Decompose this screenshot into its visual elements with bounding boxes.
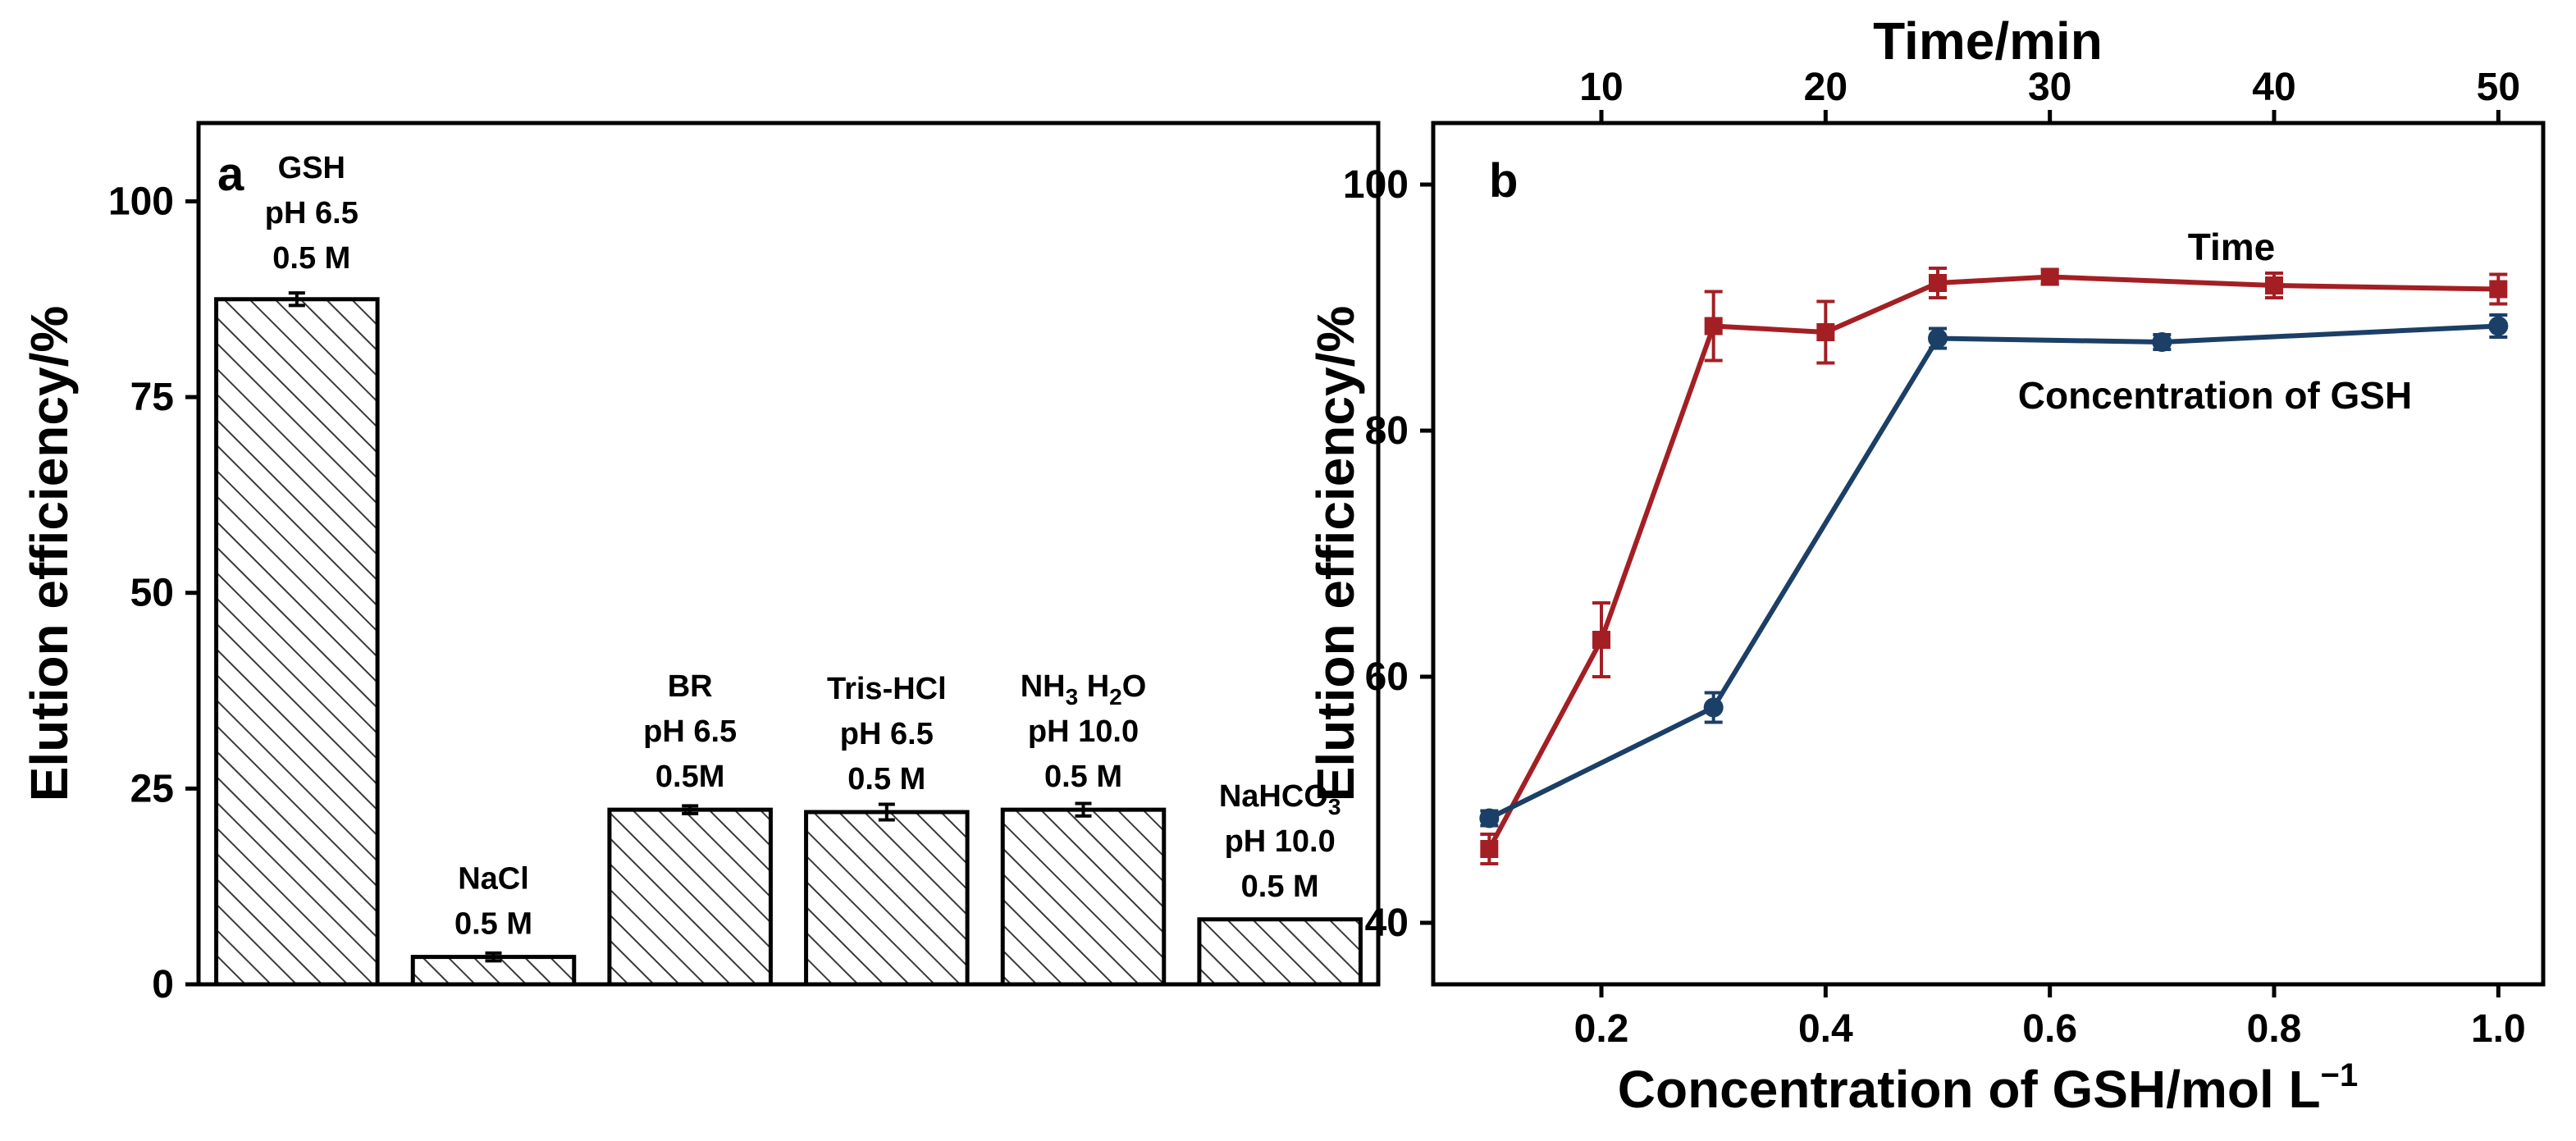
- bar-label: NaHCO3: [1219, 779, 1341, 819]
- plot-frame-a: [196, 121, 1381, 987]
- bar-label: Tris-HCl: [827, 672, 947, 706]
- bar-label: 0.5 M: [847, 762, 925, 796]
- data-point: [2488, 316, 2509, 336]
- top-tick-label: 40: [2252, 66, 2295, 109]
- y-axis-title-a: Elution efficiency/%: [20, 306, 79, 802]
- bar: [607, 807, 773, 987]
- data-point: [1592, 631, 1610, 649]
- bar: [214, 297, 380, 987]
- bar: [804, 810, 970, 987]
- x-tick-label-b: 0.6: [2022, 1007, 2077, 1051]
- axis-ticks-b: 40 60 80 100 0.2 0.4 0.6 0.8 1.0 10 20 30 40 50: [1343, 66, 2526, 1051]
- y-tick-label-a: 100: [108, 180, 174, 223]
- bar-label: pH 6.5: [643, 714, 737, 749]
- data-point: [2152, 332, 2172, 352]
- y-tick-label-a: 0: [152, 963, 174, 1006]
- top-tick-label: 50: [2477, 66, 2520, 109]
- data-point: [1480, 840, 1499, 858]
- chart-panel-b: b Elution efficiency/% Time/min Concentr…: [1306, 11, 2546, 1119]
- data-point: [2040, 267, 2059, 286]
- top-tick-label: 30: [2028, 66, 2071, 109]
- series-label-concentration: Concentration of GSH: [2018, 374, 2412, 417]
- bar-label: 0.5 M: [454, 907, 532, 942]
- bar-label: pH 6.5: [265, 196, 359, 230]
- y-tick-label-a: 75: [130, 376, 174, 419]
- plot-frame-b: [1431, 121, 2546, 987]
- y-tick-label-b: 80: [1365, 409, 1409, 453]
- bars: GSH pH 6.5 0.5 M NaCl 0.5 M BR pH 6.5 0.5M Tris-…: [214, 151, 1363, 987]
- x-axis-title-b: Concentration of GSH/mol L−1: [1618, 1057, 2358, 1119]
- data-point: [1704, 317, 1723, 335]
- series-label-time: Time: [2188, 226, 2276, 268]
- data-point: [2265, 276, 2283, 294]
- top-tick-label: 20: [1804, 66, 1848, 109]
- bar-label: NH3 H2O: [1021, 669, 1147, 710]
- y-tick-label-a: 25: [130, 767, 174, 810]
- panel-label-a: a: [217, 148, 244, 201]
- y-tick-label-b: 100: [1343, 163, 1409, 207]
- bar-label: 0.5 M: [1044, 760, 1122, 794]
- y-tick-label-b: 40: [1365, 901, 1409, 945]
- bar-label: GSH: [278, 151, 345, 185]
- data-point: [2489, 280, 2508, 299]
- bar-label: 0.5M: [655, 760, 724, 794]
- chart-panel-a: a Elution efficiency/% 0 25 50 75 100 GSH pH …: [20, 121, 1381, 1006]
- panel-label-b: b: [1489, 154, 1518, 208]
- data-point: [1816, 323, 1835, 341]
- x-tick-label-b: 0.8: [2247, 1007, 2302, 1051]
- bar: [1000, 807, 1167, 987]
- bar-label: 0.5 M: [1241, 869, 1319, 904]
- bar-label: pH 10.0: [1225, 824, 1336, 859]
- top-axis-title: Time/min: [1873, 11, 2103, 71]
- x-tick-label-b: 0.4: [1798, 1007, 1853, 1051]
- data-point: [1703, 697, 1724, 718]
- y-axis-title-b: Elution efficiency/%: [1306, 306, 1365, 802]
- bar-label: BR: [668, 669, 713, 704]
- series: [1479, 267, 2509, 865]
- bar-label: pH 6.5: [840, 717, 934, 751]
- x-tick-label-b: 1.0: [2471, 1007, 2526, 1051]
- y-tick-label-b: 60: [1365, 655, 1409, 699]
- data-point: [1479, 808, 1500, 828]
- y-ticks-a: 0 25 50 75 100: [108, 180, 199, 1006]
- bar: [1197, 917, 1363, 987]
- data-point: [1929, 274, 1947, 292]
- data-point: [1928, 328, 1948, 349]
- y-tick-label-a: 50: [130, 572, 174, 615]
- bar-label: 0.5 M: [272, 241, 350, 276]
- x-tick-label-b: 0.2: [1574, 1007, 1629, 1051]
- bar-label: NaCl: [458, 862, 529, 897]
- bar-label: pH 10.0: [1028, 714, 1139, 749]
- series-line: [1487, 274, 2499, 851]
- top-tick-label: 10: [1579, 66, 1623, 109]
